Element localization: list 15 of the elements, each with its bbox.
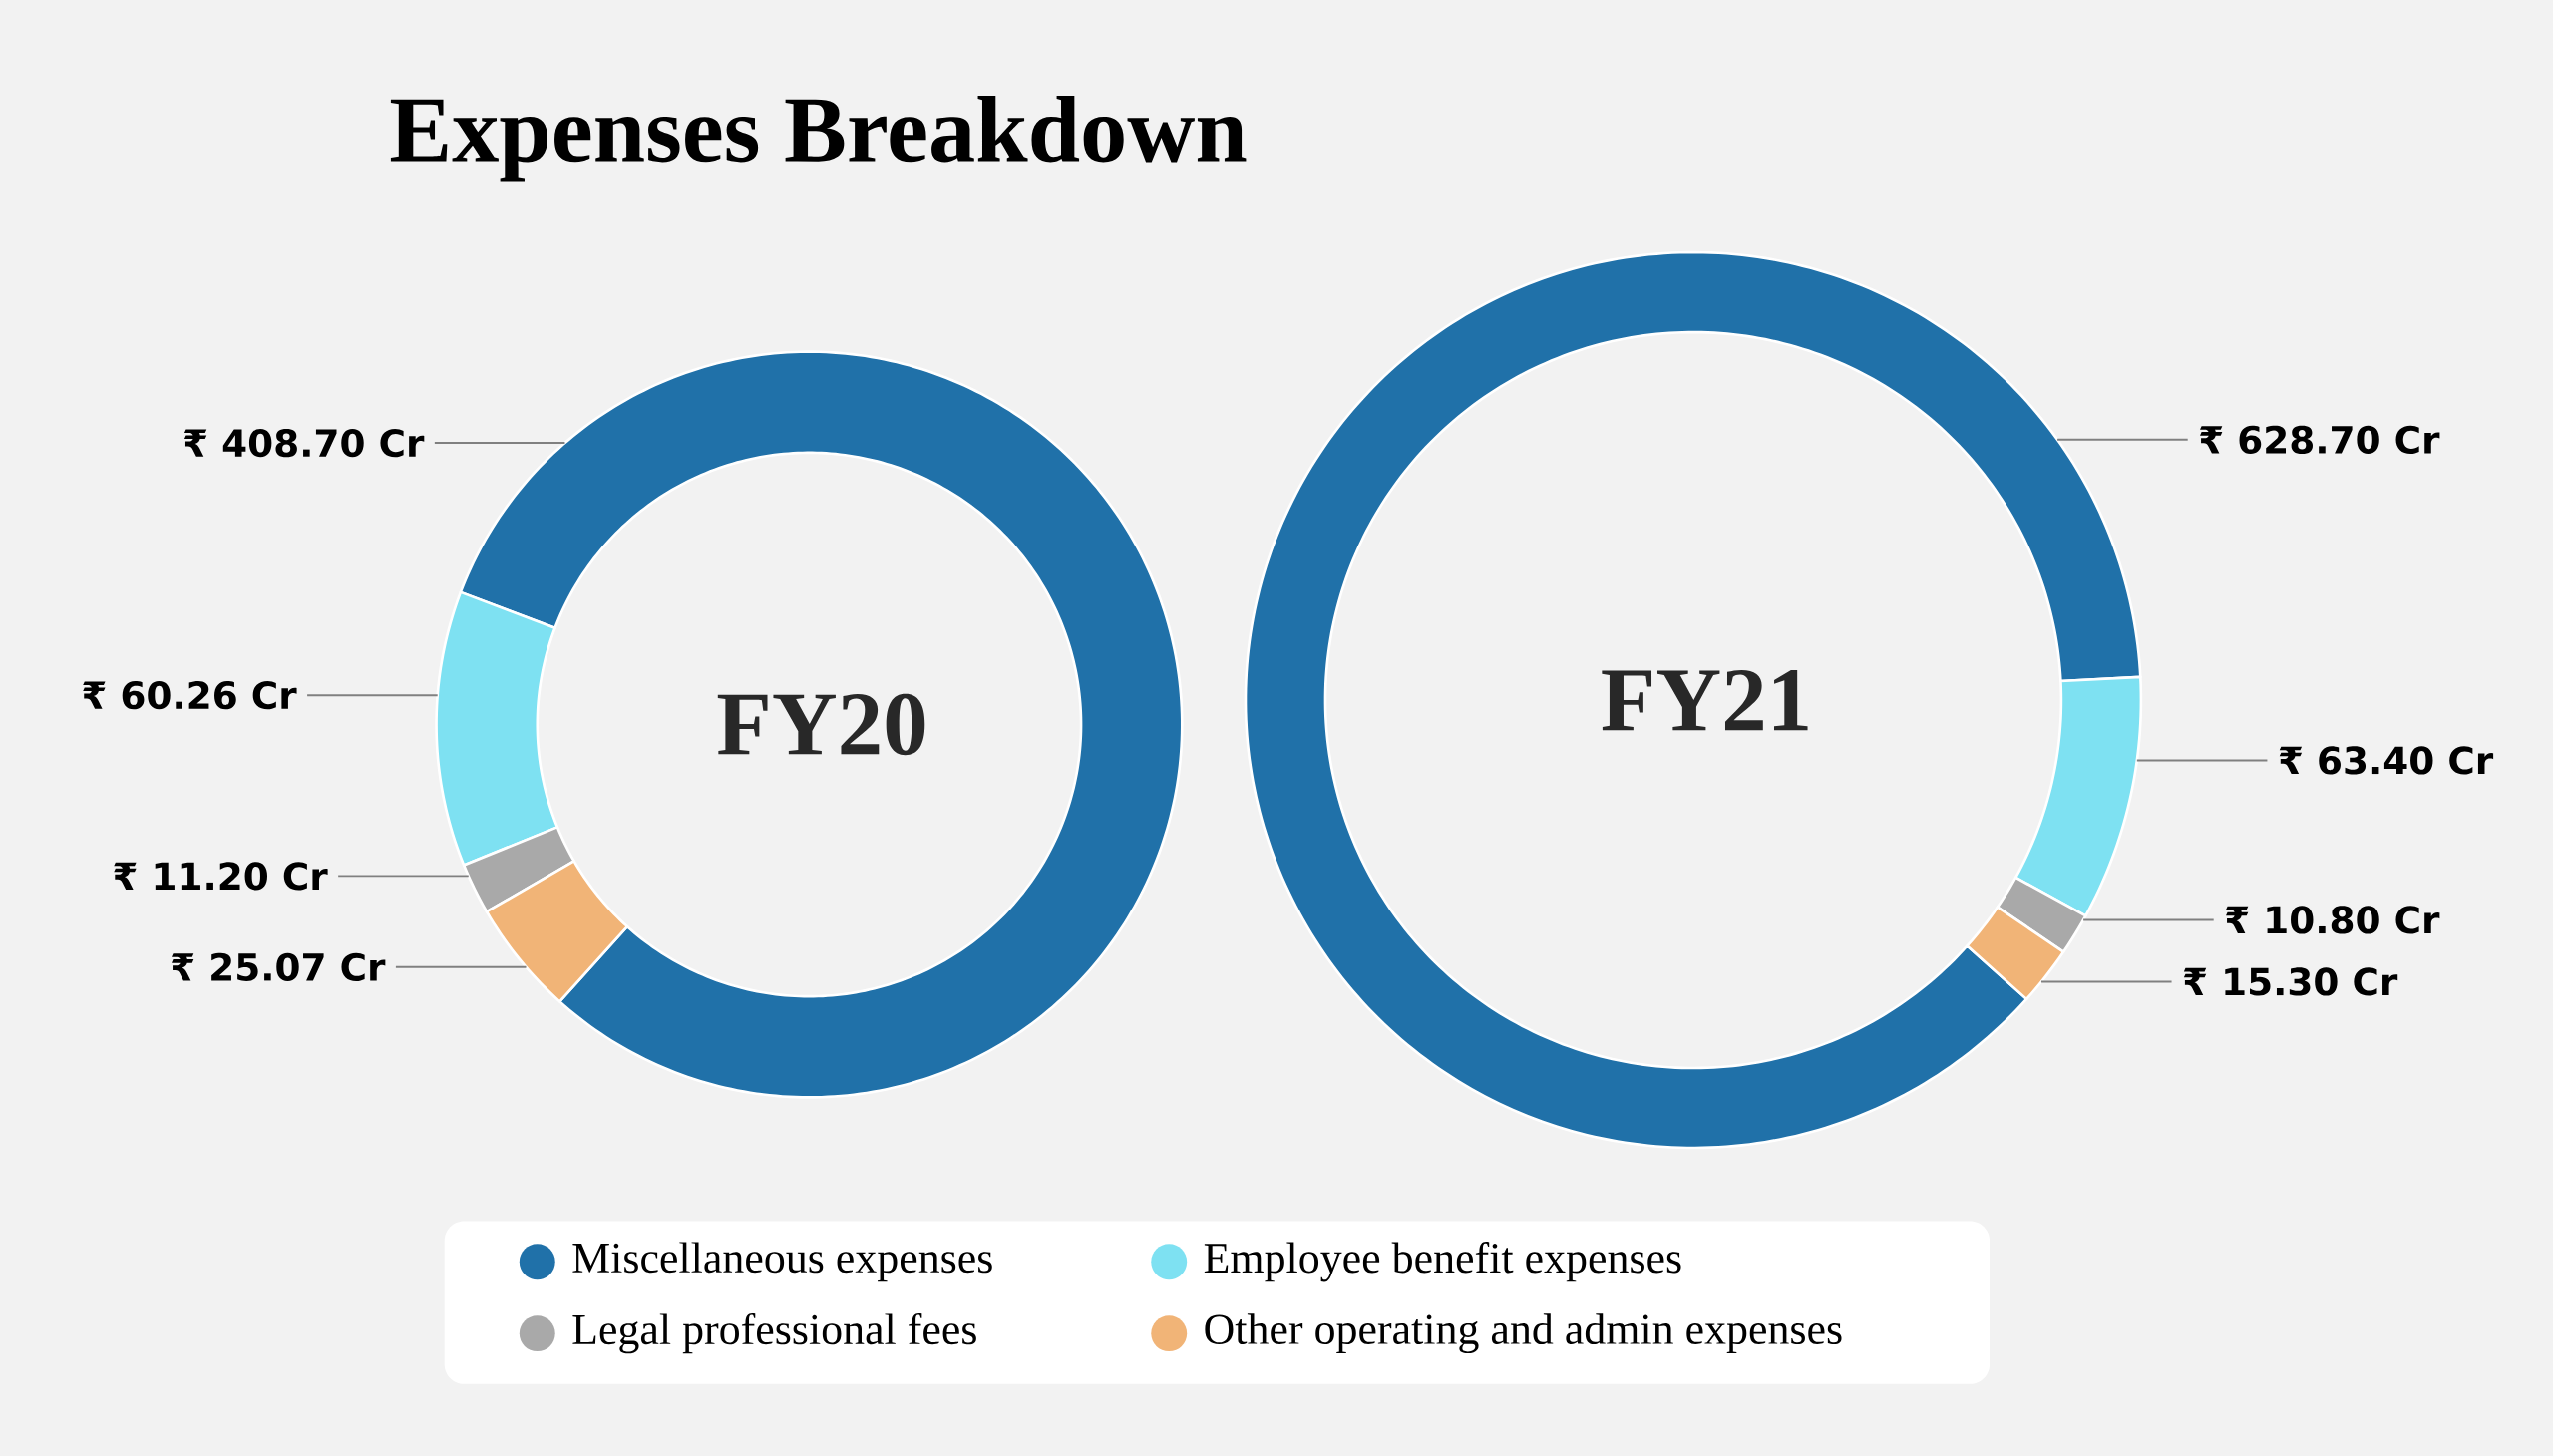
data-label: ₹ 60.26 Cr	[83, 681, 297, 710]
legend-label: Other operating and admin expenses	[1205, 1313, 1842, 1354]
legend-label: Miscellaneous expenses	[572, 1242, 992, 1282]
legend-label: Legal professional fees	[572, 1313, 976, 1354]
data-label: ₹ 408.70 Cr	[183, 429, 425, 458]
legend-label: Employee benefit expenses	[1204, 1242, 1681, 1282]
data-label: ₹ 63.40 Cr	[2279, 746, 2494, 775]
data-label: ₹ 11.20 Cr	[114, 862, 328, 891]
text: FY20	[717, 694, 925, 756]
data-label: ₹ 628.70 Cr	[2200, 425, 2440, 455]
text: FY21	[1602, 670, 1808, 731]
data-label: ₹ 15.30 Cr	[2183, 967, 2398, 996]
data-label: ₹ 10.80 Cr	[2226, 906, 2440, 934]
data-label: ₹ 25.07 Cr	[172, 952, 386, 982]
text: Expenses Breakdown	[390, 96, 1247, 182]
